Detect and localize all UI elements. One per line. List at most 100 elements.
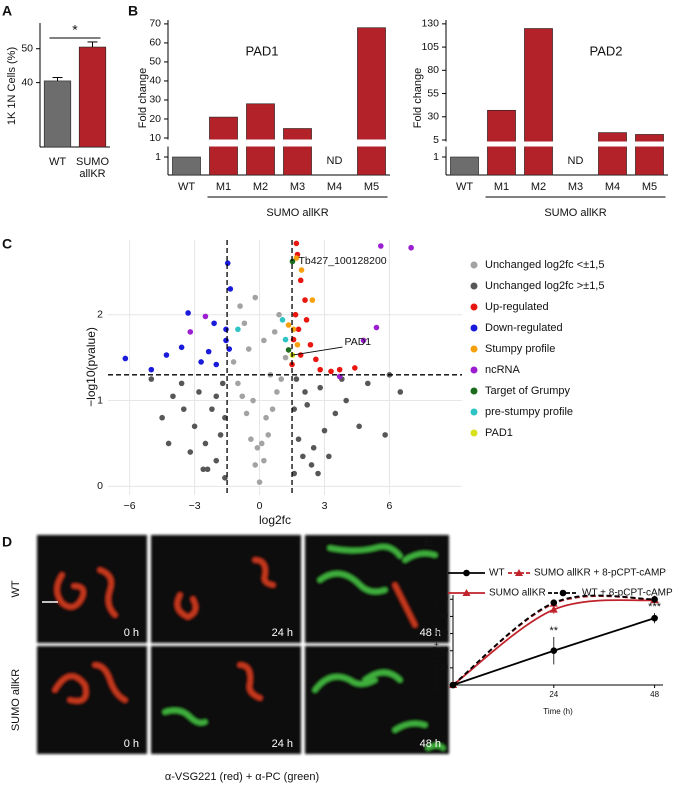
y-tick-label: 80 (439, 612, 448, 621)
x-axis-title: Time (h) (543, 707, 573, 716)
point (170, 393, 176, 400)
y-tick-label: 40 (21, 76, 33, 88)
point (187, 449, 194, 455)
legend-marker (470, 387, 478, 395)
bar (524, 28, 553, 176)
point (408, 244, 414, 251)
significance-label: ** (550, 625, 559, 637)
legend-label: Stumpy profile (485, 343, 555, 355)
legend-label: pre-stumpy profile (485, 406, 573, 418)
chart-title: PAD2 (590, 43, 623, 58)
point (148, 376, 155, 382)
x-tick-label: M4 (605, 181, 620, 193)
point (285, 347, 292, 353)
legend-label: Unchanged log2fc <±1,5 (485, 259, 605, 271)
y-tick-label: 130 (421, 18, 439, 30)
point (227, 286, 234, 292)
point (202, 440, 209, 447)
time-label: 0 h (124, 627, 139, 639)
legend-label: PAD1 (485, 427, 513, 439)
point (187, 329, 194, 335)
point (213, 393, 220, 400)
point (343, 397, 349, 404)
significance-label: * (72, 22, 78, 38)
point (293, 255, 300, 261)
point (308, 462, 315, 468)
point (269, 406, 276, 412)
legend-label: SUMO allKR (489, 588, 546, 599)
time-labels: 0 h 24 h 48 h 0 h 24 h 48 h (124, 627, 441, 750)
point (163, 352, 170, 358)
bar (450, 156, 479, 176)
point (222, 414, 228, 421)
row-label: WT (10, 580, 22, 597)
point (213, 457, 220, 464)
y-tick-label: 10 (149, 132, 161, 144)
panel-label: C (2, 236, 12, 252)
y-tick-label: 30 (427, 111, 439, 123)
y-tick-label: 2 (97, 308, 103, 320)
axis-title: Fold change (412, 68, 424, 129)
y-tick-label: 55 (427, 87, 439, 99)
point (365, 380, 371, 387)
point (237, 303, 243, 309)
point (285, 322, 292, 328)
chart-title: PAD1 (246, 43, 279, 58)
annotation: Tb427_100128200 (298, 255, 386, 267)
point (304, 402, 310, 408)
y-tick-label: 50 (21, 43, 33, 55)
x-tick-label: 48 (650, 690, 659, 699)
point (291, 470, 298, 477)
x-tick-label: M4 (327, 181, 342, 193)
legend-label: SUMO allKR + 8-pCPT-cAMP (534, 568, 666, 579)
point (204, 466, 211, 473)
point (332, 410, 339, 417)
x-tick-label: −3 (189, 500, 201, 512)
point (178, 380, 185, 387)
point (373, 324, 380, 331)
point (310, 444, 317, 451)
time-label: 48 h (420, 738, 441, 750)
y-tick-label: 40 (439, 646, 448, 655)
point (241, 320, 248, 327)
y-tick-label: 100 (435, 594, 449, 603)
point (271, 329, 278, 335)
legend-marker (470, 429, 478, 437)
axis-title: 1K 1N Cells (%) (6, 47, 18, 125)
y-tick-label: 0 (97, 480, 103, 492)
legend-marker (470, 366, 478, 374)
point (223, 326, 229, 333)
point (309, 297, 316, 303)
point (198, 359, 204, 365)
y-tick-label: 30 (149, 94, 161, 106)
point (293, 376, 300, 382)
axis-title: −log10(pvalue) (84, 327, 98, 407)
point (226, 346, 233, 352)
point (289, 258, 296, 265)
y-tick-label: 50 (149, 56, 161, 68)
point (317, 384, 323, 391)
legend-label: WT + 8-pCPT-cAMP (582, 588, 673, 599)
point (302, 297, 308, 303)
point (239, 393, 246, 400)
point (159, 414, 165, 421)
point (261, 457, 267, 464)
point (219, 380, 226, 387)
y-tick-label: 70 (149, 18, 161, 30)
axis-break (438, 141, 668, 147)
x-tick-label: WT (456, 181, 473, 193)
point (180, 406, 187, 412)
point (297, 277, 304, 284)
point (313, 356, 319, 363)
group-label: SUMO allKR (544, 207, 606, 219)
point (336, 366, 343, 373)
point (205, 348, 212, 355)
point (651, 614, 658, 622)
point (298, 267, 305, 273)
point (397, 389, 404, 395)
bar (635, 134, 664, 176)
legend-marker (463, 569, 470, 577)
bar (43, 80, 72, 148)
point (279, 317, 286, 323)
